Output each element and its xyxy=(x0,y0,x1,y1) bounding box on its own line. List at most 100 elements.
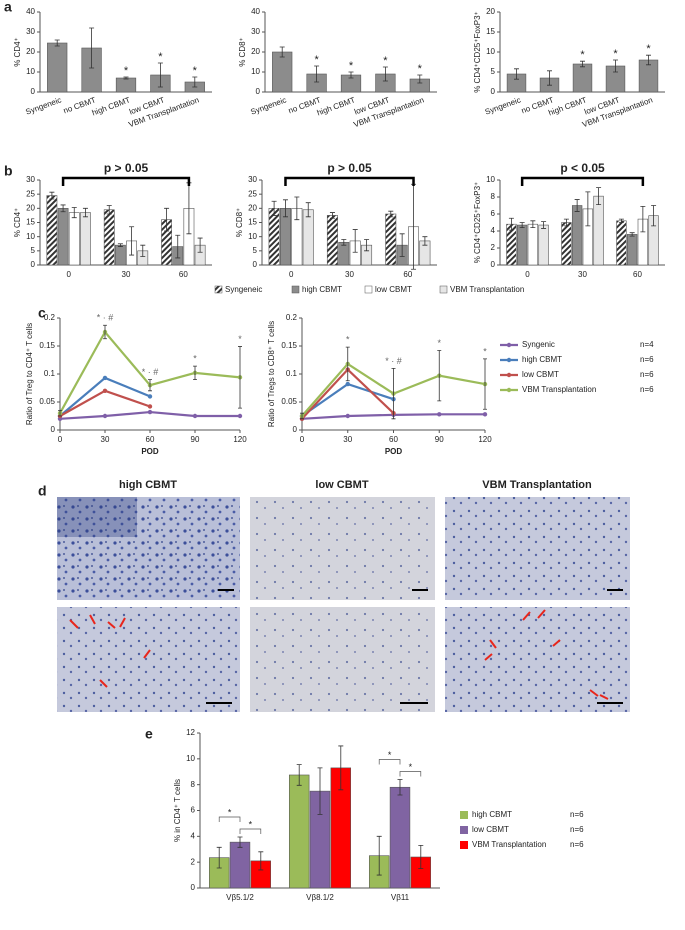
y-tick-label: 6 xyxy=(191,806,196,815)
y-tick-label: 25 xyxy=(248,189,257,198)
legend-swatch xyxy=(291,285,300,294)
y-axis-label: % CD8⁺ xyxy=(238,37,247,67)
error-bar xyxy=(613,59,618,73)
error-bar xyxy=(193,365,197,380)
significance: * · # xyxy=(142,367,159,377)
error-bar xyxy=(547,70,552,86)
x-tick-label: 30 xyxy=(345,270,354,279)
y-tick-label: 5 xyxy=(491,67,496,76)
point xyxy=(147,409,153,415)
micrograph xyxy=(57,607,240,712)
x-tick-label: 60 xyxy=(403,270,412,279)
annotation: p < 0.05 xyxy=(560,161,605,175)
error-bar xyxy=(345,346,350,382)
x-tick-label: 30 xyxy=(578,270,587,279)
y-axis-label: % CD4⁺ xyxy=(13,37,22,67)
red-arrows xyxy=(69,609,609,700)
bar xyxy=(103,209,115,266)
y-tick-label: 10 xyxy=(26,67,35,76)
error-bar xyxy=(422,236,428,246)
y-tick-label: 15 xyxy=(26,218,35,227)
error-bar xyxy=(596,187,602,206)
panel-letter: c xyxy=(38,305,46,321)
point xyxy=(102,413,108,419)
error-bar xyxy=(382,66,388,82)
y-axis-label: % CD4⁺ xyxy=(13,208,22,238)
significance: * xyxy=(483,346,487,356)
point xyxy=(482,412,488,417)
legend-label: Syngeneic xyxy=(225,285,262,294)
y-tick-label: 20 xyxy=(26,203,35,212)
panel-letter: e xyxy=(145,726,153,742)
y-tick-label: 20 xyxy=(248,203,257,212)
y-axis-label: Ratio of Treg to CD4⁺ T cells xyxy=(25,323,34,425)
x-tick-label: Syngeneic xyxy=(24,95,62,116)
bar xyxy=(46,195,58,266)
significance-bracket xyxy=(239,828,262,834)
y-axis-label: % in CD4⁺ T cells xyxy=(173,779,182,842)
legend-marker xyxy=(506,387,512,393)
micrograph xyxy=(445,497,630,600)
point xyxy=(237,413,243,419)
point xyxy=(437,412,442,417)
y-tick-label: 0 xyxy=(293,425,298,434)
micrograph xyxy=(445,607,630,712)
significance: * xyxy=(418,63,423,75)
legend-label: low CBMT xyxy=(472,825,509,834)
y-tick-label: 20 xyxy=(26,47,35,56)
significance: * xyxy=(314,54,319,66)
y-tick-label: 0.15 xyxy=(39,341,55,350)
y-axis-label: % CD4⁺CD25⁺FoxP3⁺ xyxy=(473,182,482,264)
error-bar xyxy=(296,764,302,786)
bar xyxy=(229,841,251,889)
legend-swatch xyxy=(460,811,468,819)
significance: * xyxy=(193,65,198,77)
bar xyxy=(571,205,583,266)
error-bar xyxy=(329,212,335,219)
y-tick-label: 5 xyxy=(31,246,36,255)
bar xyxy=(385,213,397,266)
legend-n: n=6 xyxy=(640,355,654,364)
x-tick-label: 0 xyxy=(66,270,71,279)
y-tick-label: 10 xyxy=(248,232,257,241)
y-tick-label: 5 xyxy=(253,246,258,255)
significance: * xyxy=(238,334,242,344)
error-bar xyxy=(106,205,112,215)
bar xyxy=(516,224,528,266)
point xyxy=(345,381,350,387)
legend-label: low CBMT xyxy=(375,285,412,294)
significance: * xyxy=(383,55,388,67)
y-tick-label: 12 xyxy=(186,728,195,737)
error-bar xyxy=(279,46,285,58)
significance-bracket xyxy=(218,816,241,822)
error-bar xyxy=(60,204,66,213)
x-tick-label: 0 xyxy=(58,435,63,444)
bar xyxy=(115,244,126,266)
error-bar xyxy=(89,27,95,69)
y-tick-label: 0 xyxy=(491,260,496,269)
legend-label: VBM Transplantation xyxy=(472,840,546,849)
significance: * xyxy=(646,43,651,55)
y-tick-label: 10 xyxy=(251,67,260,76)
x-tick-label: high CBMT xyxy=(547,95,588,117)
significance: * xyxy=(249,819,253,829)
bar xyxy=(626,234,638,266)
error-bar xyxy=(192,76,198,88)
error-bar xyxy=(317,767,323,815)
y-tick-label: 20 xyxy=(251,47,260,56)
error-bar xyxy=(282,199,288,218)
bar xyxy=(115,77,137,93)
error-bar xyxy=(117,243,123,247)
y-tick-label: 30 xyxy=(248,175,257,184)
error-bar xyxy=(519,222,525,228)
bar xyxy=(538,224,549,266)
x-tick-label: 0 xyxy=(525,270,530,279)
bar xyxy=(572,63,593,93)
annotation-bracket xyxy=(61,176,191,186)
error-bar xyxy=(338,745,344,791)
y-tick-label: 40 xyxy=(251,7,260,16)
error-bar xyxy=(388,210,394,218)
error-bar xyxy=(530,220,536,228)
y-tick-label: 0.1 xyxy=(44,369,56,378)
x-axis-label: POD xyxy=(141,447,159,456)
